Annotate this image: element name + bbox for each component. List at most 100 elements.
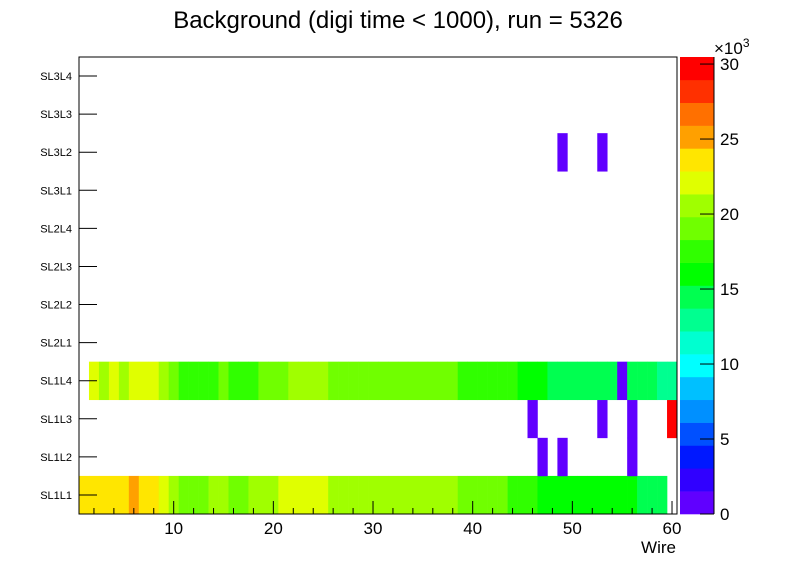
heatmap-cell bbox=[527, 475, 538, 515]
heatmap-cell bbox=[447, 475, 459, 515]
y-tick-label: SL3L2 bbox=[40, 147, 72, 159]
y-tick-label: SL1L2 bbox=[40, 452, 72, 464]
color-scale-tick-label: 20 bbox=[720, 205, 739, 224]
color-scale-band bbox=[680, 354, 714, 378]
heatmap-cell bbox=[617, 361, 628, 401]
heatmap-cell bbox=[298, 361, 309, 401]
y-tick-label: SL2L1 bbox=[40, 338, 72, 350]
heatmap-cell bbox=[487, 361, 498, 401]
x-axis-label: Wire bbox=[641, 538, 676, 557]
color-scale-band bbox=[680, 399, 714, 423]
heatmap-cell bbox=[437, 361, 449, 401]
heatmap-cell bbox=[497, 475, 508, 515]
heatmap-cell bbox=[268, 361, 279, 401]
heatmap-cell bbox=[427, 361, 439, 401]
x-tick-label: 60 bbox=[663, 519, 682, 538]
heatmap-cell bbox=[507, 475, 518, 515]
heatmap-cell bbox=[228, 475, 239, 515]
heatmap-cell bbox=[118, 361, 130, 401]
heatmap-cell bbox=[308, 361, 319, 401]
heatmap-cell bbox=[477, 475, 488, 515]
heatmap-cell bbox=[368, 475, 379, 515]
heatmap-cell bbox=[537, 437, 548, 477]
heatmap-cell bbox=[557, 475, 568, 515]
heatmap-cell bbox=[457, 475, 468, 515]
heatmap-cell bbox=[178, 475, 189, 515]
color-scale-band bbox=[680, 239, 714, 263]
color-scale-band bbox=[680, 216, 714, 241]
heatmap-cell bbox=[597, 361, 608, 401]
heatmap-cell bbox=[607, 361, 618, 401]
heatmap-cell bbox=[338, 361, 349, 401]
color-scale-band bbox=[680, 491, 714, 515]
heatmap-cell bbox=[527, 361, 538, 401]
heatmap-cell bbox=[98, 361, 110, 401]
heatmap-cell bbox=[198, 475, 209, 515]
heatmap-cell bbox=[208, 475, 219, 515]
heatmap-cell bbox=[587, 475, 598, 515]
color-scale-band bbox=[680, 194, 714, 218]
heatmap-cell bbox=[557, 361, 568, 401]
y-tick-label: SL2L3 bbox=[40, 261, 72, 273]
heatmap-cell bbox=[517, 361, 528, 401]
heatmap-cell bbox=[407, 475, 419, 515]
heatmap-cell bbox=[268, 475, 279, 515]
heatmap-cell bbox=[427, 475, 439, 515]
color-scale-band bbox=[680, 262, 714, 286]
color-scale-multiplier: ×103 bbox=[714, 36, 750, 58]
heatmap-cell bbox=[567, 361, 578, 401]
x-tick-label: 20 bbox=[264, 519, 283, 538]
heatmap-cells bbox=[79, 133, 678, 515]
color-scale-band bbox=[680, 331, 714, 355]
heatmap-cell bbox=[637, 361, 648, 401]
heatmap-cell bbox=[288, 475, 299, 515]
heatmap-cell bbox=[547, 361, 558, 401]
heatmap-cell bbox=[218, 475, 229, 515]
heatmap-cell bbox=[298, 475, 309, 515]
y-tick-label: SL3L3 bbox=[40, 109, 72, 121]
color-scale-tick-label: 0 bbox=[720, 505, 729, 524]
heatmap-cell bbox=[467, 361, 478, 401]
heatmap-cell bbox=[597, 133, 608, 172]
heatmap-cell bbox=[467, 475, 478, 515]
color-scale-tick-label: 10 bbox=[720, 355, 739, 374]
color-scale: 0 5 10 15 20 25 30 bbox=[680, 55, 739, 524]
heatmap-cell bbox=[378, 475, 389, 515]
heatmap-cell bbox=[228, 361, 239, 401]
heatmap-cell bbox=[358, 361, 369, 401]
heatmap-cell bbox=[637, 475, 648, 515]
plot-frame bbox=[78, 56, 678, 515]
heatmap-cell bbox=[447, 361, 459, 401]
heatmap-cell bbox=[278, 475, 289, 515]
x-tick-label: 40 bbox=[463, 519, 482, 538]
color-scale-tick-label: 15 bbox=[720, 280, 739, 299]
heatmap-cell bbox=[158, 361, 169, 401]
heatmap-cell bbox=[547, 475, 558, 515]
y-tick-label: SL3L4 bbox=[40, 71, 72, 83]
heatmap-cell bbox=[148, 361, 160, 401]
heatmap-cell bbox=[657, 475, 668, 515]
heatmap-cell bbox=[597, 475, 608, 515]
heatmap-cell bbox=[318, 475, 329, 515]
heatmap-cell bbox=[567, 475, 578, 515]
color-scale-tick-label: 25 bbox=[720, 130, 739, 149]
heatmap-cell bbox=[397, 475, 409, 515]
color-scale-tick-label: 30 bbox=[720, 55, 739, 74]
color-scale-band bbox=[680, 102, 714, 126]
heatmap-cell bbox=[358, 475, 369, 515]
x-tick-label: 30 bbox=[364, 519, 383, 538]
color-scale-band bbox=[680, 308, 714, 332]
y-tick-label: SL2L4 bbox=[40, 223, 72, 235]
color-scale-band bbox=[680, 445, 714, 469]
heatmap-cell bbox=[338, 475, 349, 515]
heatmap-cell bbox=[597, 399, 608, 439]
heatmap-cell bbox=[238, 361, 249, 401]
heatmap-cell bbox=[108, 361, 120, 401]
heatmap-cell bbox=[138, 361, 150, 401]
heatmap-cell bbox=[537, 475, 548, 515]
heatmap-cell bbox=[248, 475, 259, 515]
color-scale-band bbox=[680, 171, 714, 195]
heatmap-cell bbox=[487, 475, 498, 515]
heatmap-cell bbox=[98, 475, 110, 515]
heatmap-cell bbox=[657, 361, 668, 401]
